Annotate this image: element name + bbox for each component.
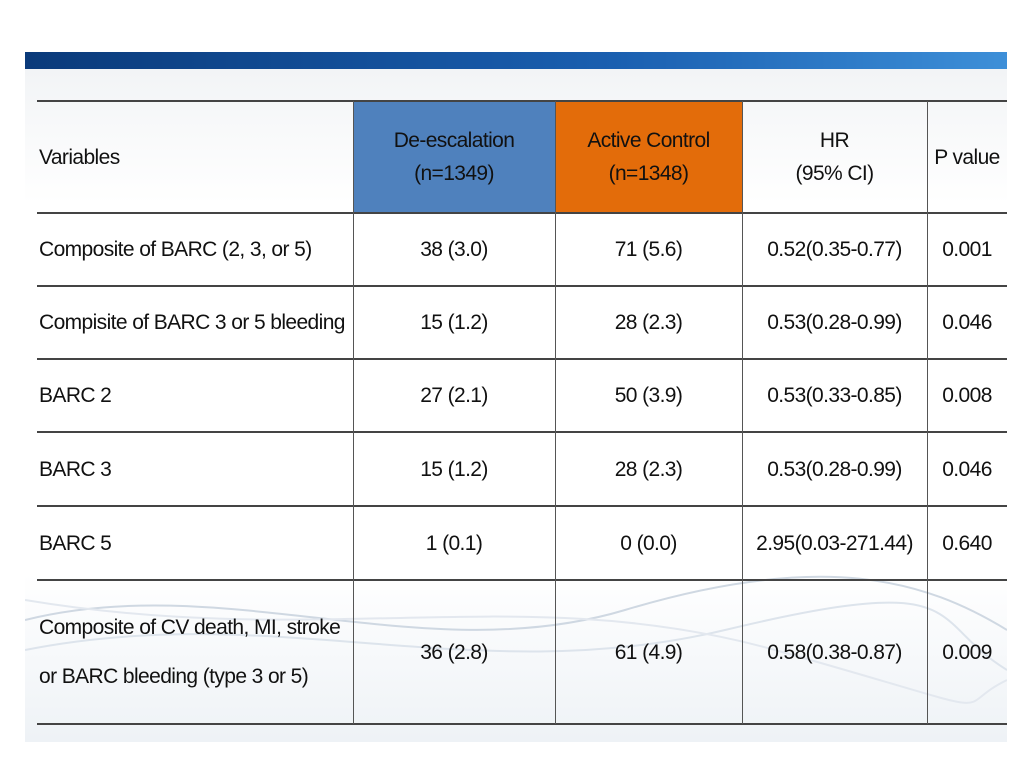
cell-text: De-escalation — [393, 129, 515, 152]
table-cell: 0 (0.0) — [555, 506, 742, 580]
table-cell: 27 (2.1) — [353, 359, 555, 432]
header-cell: P value — [927, 101, 1007, 213]
cell-text: 0.046 — [942, 311, 992, 334]
row-line — [37, 212, 1007, 214]
table-cell: 0.046 — [927, 432, 1007, 506]
table-cell: 0.001 — [927, 213, 1007, 286]
cell-text: 0.046 — [942, 457, 992, 481]
table-cell: 28 (2.3) — [555, 432, 742, 506]
cell-text: BARC 5 — [39, 531, 112, 555]
cell-text: BARC 3 — [39, 457, 112, 481]
table-cell: 0.53(0.28-0.99) — [742, 432, 927, 506]
table-cell: Compisite of BARC 3 or 5 bleeding — [37, 286, 353, 359]
cell-text: 28 (2.3) — [614, 457, 683, 481]
table-cell: 1 (0.1) — [353, 506, 555, 580]
table-cell: 61 (4.9) — [555, 580, 742, 724]
row-line — [37, 723, 1007, 725]
cell-text: HR — [819, 129, 850, 152]
cell-text: 28 (2.3) — [614, 311, 683, 334]
table-cell: BARC 3 — [37, 432, 353, 506]
cell-text: 1 (0.1) — [425, 531, 483, 555]
cell-text: 0 (0.0) — [620, 531, 677, 555]
table-cell: 0.009 — [927, 580, 1007, 724]
cell-text: 15 (1.2) — [420, 457, 488, 481]
table-cell: 0.52(0.35-0.77) — [742, 213, 927, 286]
cell-text: Variables — [39, 145, 120, 169]
column-line — [927, 101, 928, 724]
cell-text: Composite of CV death, MI, stroke — [39, 616, 341, 639]
cell-text: Compisite of BARC 3 or 5 bleeding — [39, 311, 345, 334]
cell-text: 0.008 — [942, 384, 992, 407]
cell-text: 0.53(0.33-0.85) — [767, 384, 902, 407]
table-cell: 2.95(0.03-271.44) — [742, 506, 927, 580]
cell-text: or BARC bleeding (type 3 or 5) — [39, 665, 309, 688]
column-line — [353, 101, 354, 724]
cell-text: 0.001 — [942, 238, 992, 261]
header-cell: Active Control (n=1348) — [555, 101, 742, 213]
table-cell: 0.008 — [927, 359, 1007, 432]
header-cell: De-escalation (n=1349) — [353, 101, 555, 213]
cell-text: 50 (3.9) — [614, 384, 683, 407]
cell-text: 27 (2.1) — [420, 384, 488, 407]
cell-text: BARC 2 — [39, 384, 112, 407]
table-cell: 15 (1.2) — [353, 432, 555, 506]
table-cell: 0.53(0.33-0.85) — [742, 359, 927, 432]
header-cell: HR (95% CI) — [742, 101, 927, 213]
row-line — [37, 285, 1007, 287]
table-cell: 0.53(0.28-0.99) — [742, 286, 927, 359]
cell-text: 15 (1.2) — [420, 311, 488, 334]
header-bar — [25, 52, 1007, 69]
header-cell: Variables — [37, 101, 353, 213]
cell-text: Composite of BARC (2, 3, or 5) — [39, 238, 312, 261]
row-line — [37, 505, 1007, 507]
table-cell: 28 (2.3) — [555, 286, 742, 359]
column-line — [555, 101, 556, 724]
table-cell: 50 (3.9) — [555, 359, 742, 432]
table-cell: 0.58(0.38-0.87) — [742, 580, 927, 724]
table-cell: Composite of BARC (2, 3, or 5) — [37, 213, 353, 286]
cell-text: (n=1349) — [414, 162, 494, 185]
table-cell: 0.640 — [927, 506, 1007, 580]
cell-text: 61 (4.9) — [614, 640, 683, 664]
cell-text: 38 (3.0) — [420, 238, 488, 261]
cell-text: 0.53(0.28-0.99) — [767, 311, 902, 334]
cell-text: 0.009 — [942, 640, 992, 664]
row-line — [37, 100, 1007, 102]
cell-text: (95% CI) — [795, 162, 874, 185]
row-line — [37, 431, 1007, 433]
cell-text: P value — [934, 145, 1000, 169]
column-line — [742, 101, 743, 724]
cell-text: 0.58(0.38-0.87) — [767, 640, 902, 664]
background-waves — [25, 575, 1007, 704]
cell-text: 0.52(0.35-0.77) — [767, 238, 902, 261]
cell-text: 2.95(0.03-271.44) — [756, 531, 913, 555]
cell-text: Active Control — [587, 129, 710, 152]
row-line — [37, 358, 1007, 360]
table-cell: 15 (1.2) — [353, 286, 555, 359]
table-cell: 38 (3.0) — [353, 213, 555, 286]
cell-text: 0.53(0.28-0.99) — [767, 457, 902, 481]
row-line — [37, 579, 1007, 581]
table-cell: 0.046 — [927, 286, 1007, 359]
table-cell: BARC 5 — [37, 506, 353, 580]
table-cell: 71 (5.6) — [555, 213, 742, 286]
table-cell: 36 (2.8) — [353, 580, 555, 724]
cell-text: 0.640 — [942, 531, 992, 555]
cell-text: 71 (5.6) — [614, 238, 683, 261]
table-cell: Composite of CV death, MI, stroke or BARC… — [37, 580, 353, 724]
cell-text: (n=1348) — [608, 162, 689, 185]
table-cell: BARC 2 — [37, 359, 353, 432]
cell-text: 36 (2.8) — [420, 640, 488, 664]
